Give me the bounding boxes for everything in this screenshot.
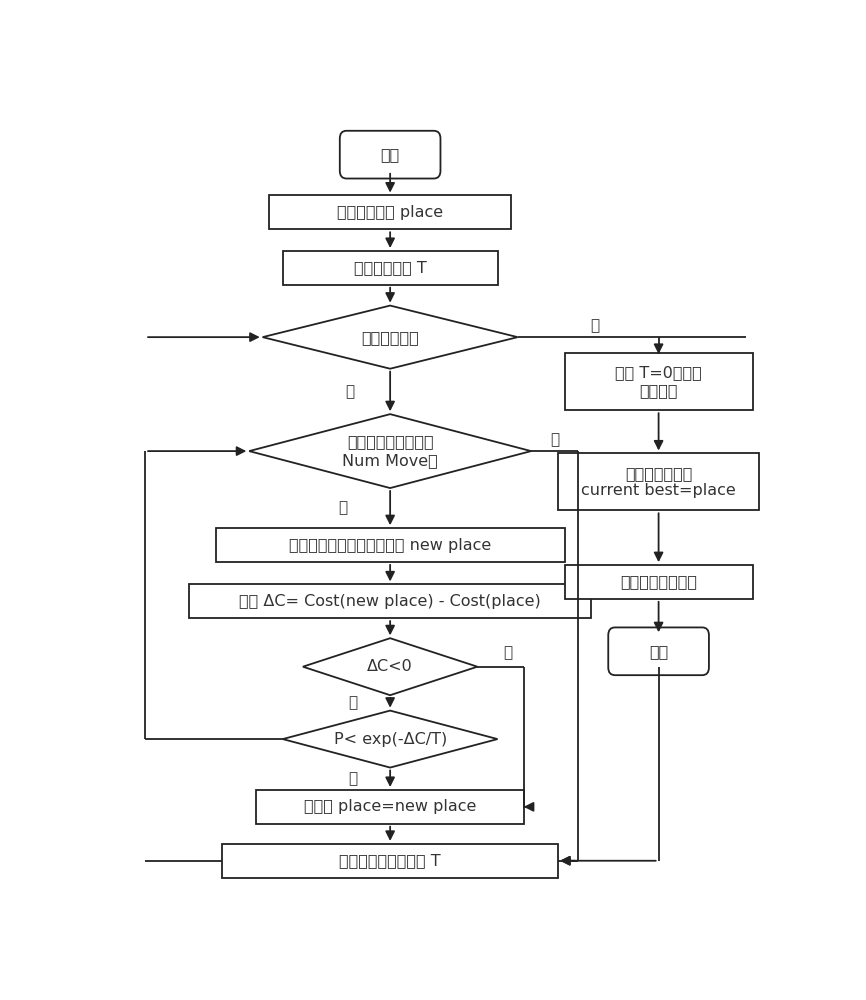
Text: 否: 否 [346, 384, 354, 399]
Bar [255, 790, 524, 824]
Bar [189, 584, 591, 618]
Text: 开始: 开始 [380, 147, 400, 162]
Text: 是: 是 [591, 318, 599, 333]
Bar [565, 353, 753, 410]
Text: 否: 否 [349, 695, 358, 710]
Text: 接受解 place=new place: 接受解 place=new place [304, 799, 476, 814]
Bar [565, 565, 753, 599]
Text: 根据退火表更新温度 T: 根据退火表更新温度 T [339, 853, 441, 868]
Text: 是: 是 [550, 432, 559, 447]
Text: P< exp(-ΔC/T): P< exp(-ΔC/T) [333, 732, 447, 747]
Polygon shape [303, 638, 477, 695]
Text: 设置 T=0，局部
优化搜索: 设置 T=0，局部 优化搜索 [615, 366, 702, 398]
Text: 达到冰点温度: 达到冰点温度 [361, 330, 419, 345]
Bar [558, 453, 759, 510]
Polygon shape [282, 711, 497, 768]
Text: 结束: 结束 [649, 644, 669, 659]
Text: ΔC<0: ΔC<0 [367, 659, 413, 674]
Text: 否: 否 [339, 501, 348, 516]
Polygon shape [249, 414, 531, 488]
Text: 计算 ΔC= Cost(new place) - Cost(place): 计算 ΔC= Cost(new place) - Cost(place) [239, 594, 541, 609]
Bar [216, 528, 565, 562]
Text: 随机调整布局，产生领域解 new place: 随机调整布局，产生领域解 new place [289, 538, 491, 553]
Text: 执行模拟回火方法: 执行模拟回火方法 [620, 574, 697, 589]
Text: 是: 是 [503, 645, 512, 660]
Text: 否: 否 [349, 771, 358, 786]
FancyBboxPatch shape [608, 627, 709, 675]
Text: 保存当前最优解
current best=place: 保存当前最优解 current best=place [581, 466, 736, 498]
Bar [223, 844, 558, 878]
Text: 内循环迭代次数达到
Num Move次: 内循环迭代次数达到 Num Move次 [342, 434, 438, 468]
Bar [269, 195, 511, 229]
Text: 随机初始布局 place: 随机初始布局 place [337, 205, 443, 220]
Text: 设置初始温度 T: 设置初始温度 T [353, 260, 427, 275]
Bar [282, 251, 497, 285]
FancyBboxPatch shape [339, 131, 441, 179]
Polygon shape [262, 306, 518, 369]
